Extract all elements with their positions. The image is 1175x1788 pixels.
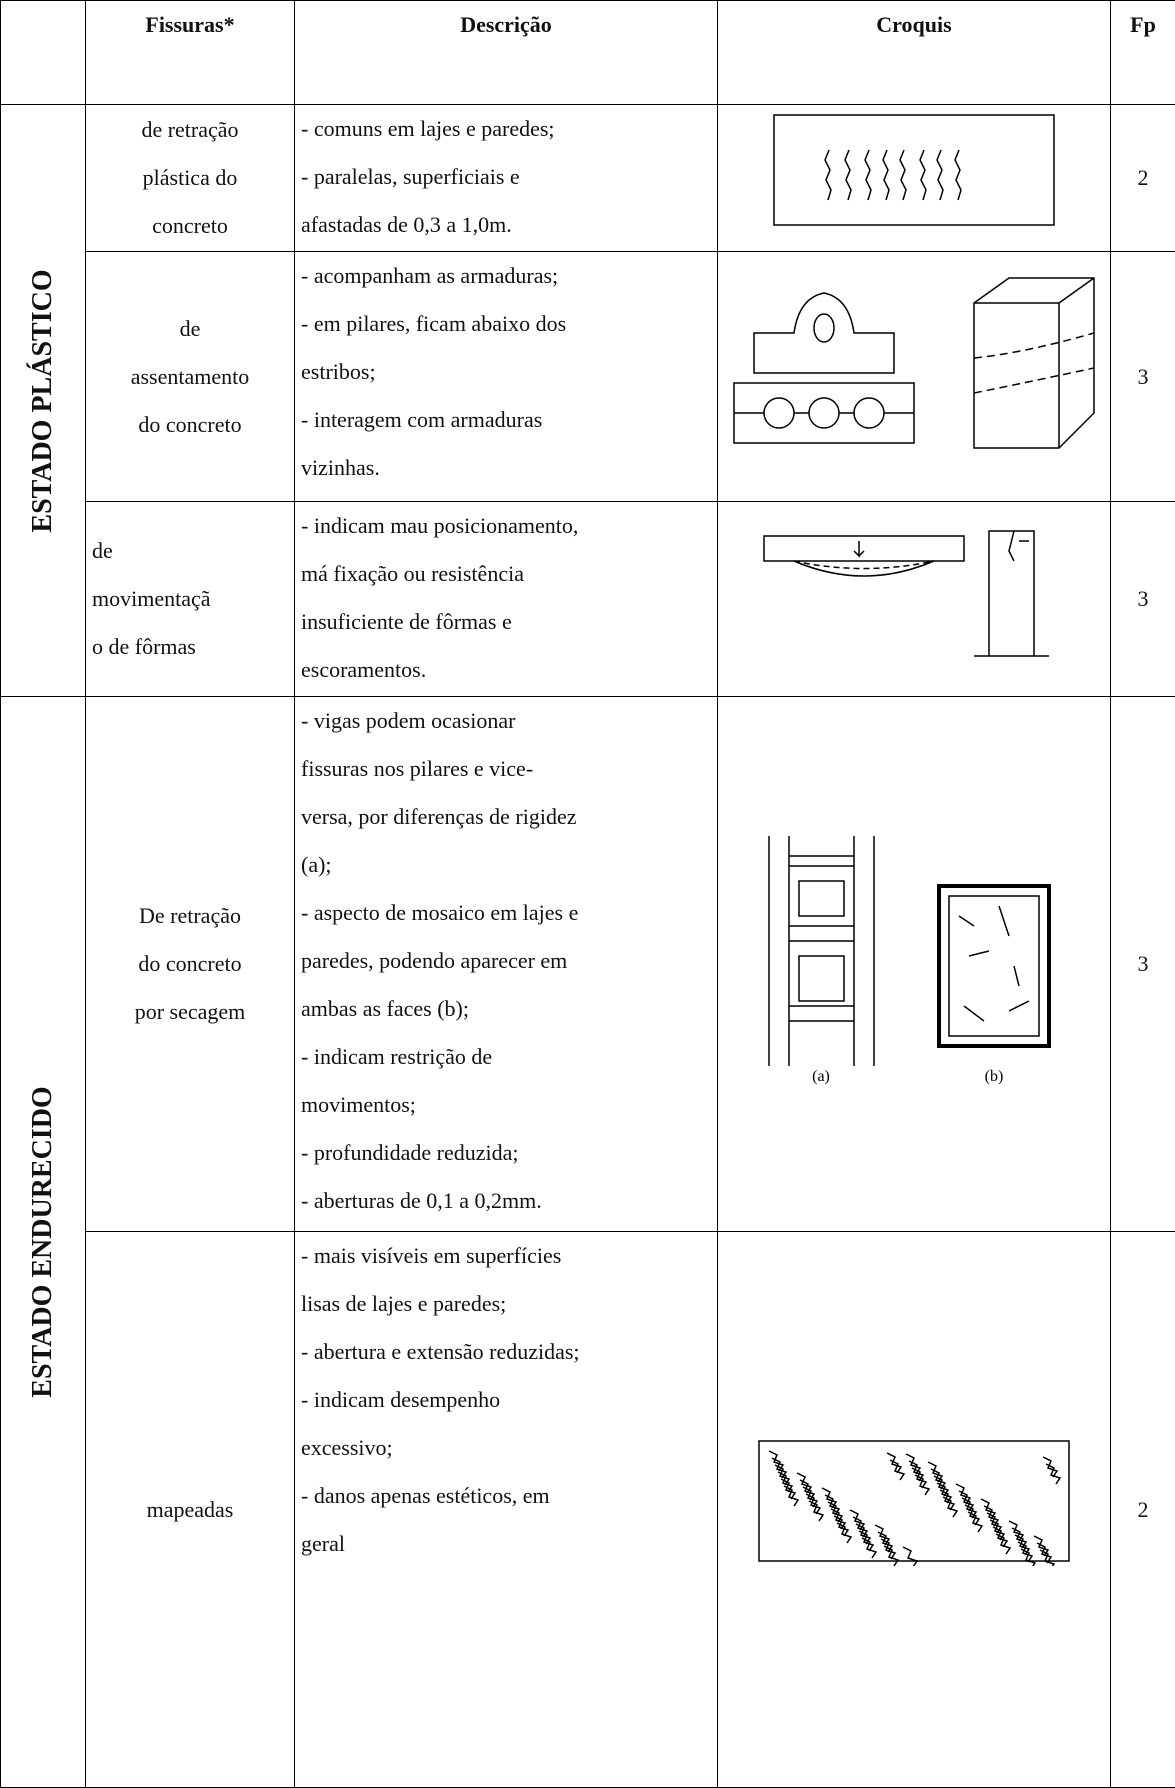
group-cell: ESTADO PLÁSTICO <box>1 105 86 697</box>
descricao-line: escoramentos. <box>301 646 711 694</box>
fissura-line: plástica do <box>92 154 288 202</box>
croquis-cell <box>718 502 1111 697</box>
descricao-line: vizinhas. <box>301 444 711 492</box>
fissura-line: de retração <box>92 106 288 154</box>
descricao-cell: - acompanham as armaduras;- em pilares, … <box>295 252 718 502</box>
descricao-line: - interagem com armaduras <box>301 396 711 444</box>
fissura-line: de <box>92 305 288 353</box>
descricao-line: - indicam restrição de <box>301 1033 711 1081</box>
fissura-line: o de fôrmas <box>92 623 288 671</box>
sketch <box>769 110 1059 230</box>
descricao-line: versa, por diferenças de rigidez <box>301 793 711 841</box>
descricao-line: - danos apenas estéticos, em <box>301 1472 711 1520</box>
fp-cell: 3 <box>1111 697 1175 1232</box>
descricao-line: estribos; <box>301 348 711 396</box>
fissura-line: por secagem <box>92 988 288 1036</box>
descricao-line: - paralelas, superficiais e <box>301 153 711 201</box>
croquis-cell <box>718 1232 1111 1788</box>
descricao-line: - abertura e extensão reduzidas; <box>301 1328 711 1376</box>
header-cell: Fp <box>1111 1 1175 105</box>
descricao-line: ambas as faces (b); <box>301 985 711 1033</box>
sketch <box>754 516 1074 666</box>
croquis-cell <box>718 105 1111 252</box>
descricao-line: fissuras nos pilares e vice- <box>301 745 711 793</box>
descricao-line: - profundidade reduzida; <box>301 1129 711 1177</box>
descricao-line: - em pilares, ficam abaixo dos <box>301 300 711 348</box>
sketch-label: (a) <box>812 1068 830 1085</box>
fissura-line: do concreto <box>92 940 288 988</box>
fissura-cell: mapeadas <box>86 1232 295 1788</box>
header-cell: Descrição <box>295 1 718 105</box>
descricao-line: - acompanham as armaduras; <box>301 252 711 300</box>
descricao-line: excessivo; <box>301 1424 711 1472</box>
header-row: Fissuras* Descrição Croquis Fp <box>1 1 1175 105</box>
fp-cell: 2 <box>1111 105 1175 252</box>
fissura-line: mapeadas <box>92 1486 288 1534</box>
header-cell: Croquis <box>718 1 1111 105</box>
descricao-line: lisas de lajes e paredes; <box>301 1280 711 1328</box>
group-label: ESTADO ENDURECIDO <box>19 1086 67 1397</box>
descricao-line: (a); <box>301 841 711 889</box>
sketch <box>724 273 1104 463</box>
descricao-line: - comuns em lajes e paredes; <box>301 105 711 153</box>
descricao-line: - aberturas de 0,1 a 0,2mm. <box>301 1177 711 1225</box>
header-cell <box>1 1 86 105</box>
descricao-cell: - comuns em lajes e paredes;- paralelas,… <box>295 105 718 252</box>
fp-cell: 3 <box>1111 252 1175 502</box>
sketch <box>754 1436 1074 1566</box>
descricao-line: - aspecto de mosaico em lajes e <box>301 889 711 937</box>
fissura-line: movimentaçã <box>92 575 288 623</box>
sketch-label: (b) <box>985 1068 1004 1085</box>
group-label: ESTADO PLÁSTICO <box>19 269 67 532</box>
descricao-line: - indicam desempenho <box>301 1376 711 1424</box>
descricao-line: paredes, podendo aparecer em <box>301 937 711 985</box>
header-cell: Fissuras* <box>86 1 295 105</box>
fp-cell: 2 <box>1111 1232 1175 1788</box>
fissura-line: de <box>92 527 288 575</box>
descricao-line: insuficiente de fôrmas e <box>301 598 711 646</box>
croquis-cell: (a) (b) <box>718 697 1111 1232</box>
descricao-line: - mais visíveis em superfícies <box>301 1232 711 1280</box>
sketch: (a) (b) <box>759 826 1069 1086</box>
group-cell: ESTADO ENDURECIDO <box>1 697 86 1788</box>
descricao-line: má fixação ou resistência <box>301 550 711 598</box>
fp-cell: 3 <box>1111 502 1175 697</box>
descricao-cell: - indicam mau posicionamento,má fixação … <box>295 502 718 697</box>
fissura-line: do concreto <box>92 401 288 449</box>
descricao-line: movimentos; <box>301 1081 711 1129</box>
croquis-cell <box>718 252 1111 502</box>
descricao-line: afastadas de 0,3 a 1,0m. <box>301 201 711 249</box>
descricao-line: - vigas podem ocasionar <box>301 697 711 745</box>
fissura-line: concreto <box>92 202 288 250</box>
fissura-line: De retração <box>92 892 288 940</box>
fissura-line: assentamento <box>92 353 288 401</box>
descricao-line: - indicam mau posicionamento, <box>301 502 711 550</box>
descricao-line: geral <box>301 1520 711 1568</box>
